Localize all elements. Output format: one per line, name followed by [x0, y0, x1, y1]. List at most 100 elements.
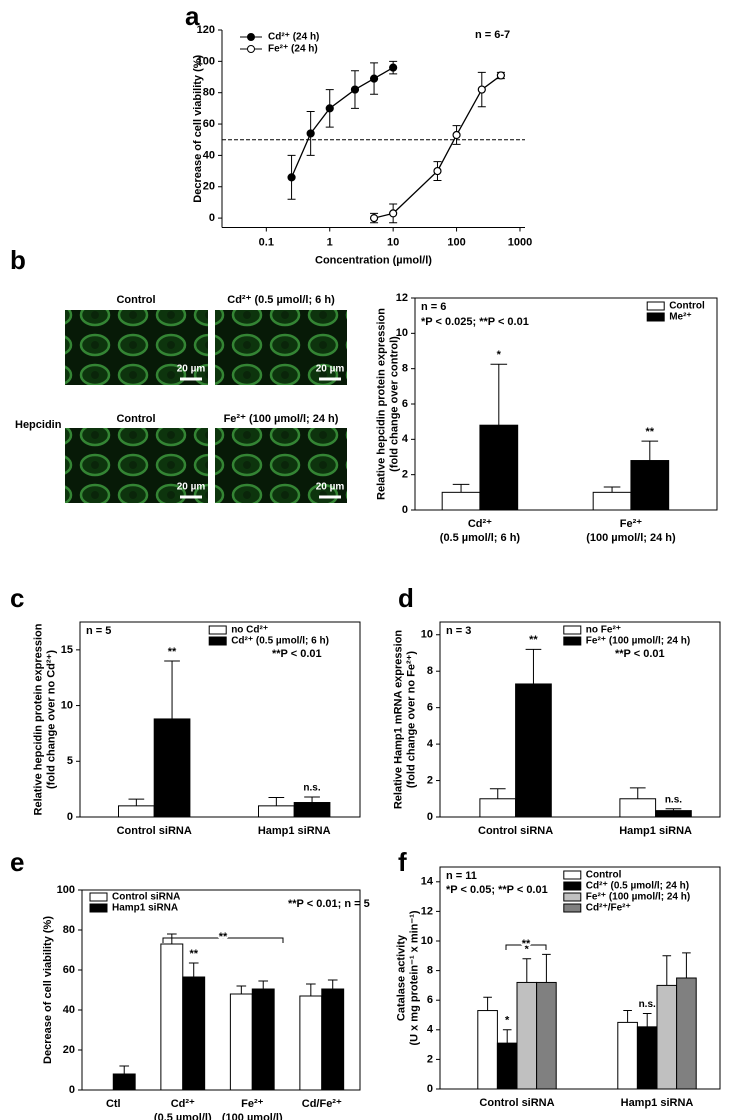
legend-swatch	[563, 892, 582, 902]
legend-label: no Fe²⁺	[586, 625, 621, 636]
legend-marker	[247, 33, 255, 41]
legend-label: Cd²⁺ (24 h)	[268, 32, 319, 43]
legend-label: Fe²⁺ (100 µmol/l; 24 h)	[586, 636, 690, 647]
x-tick-label: Control siRNA	[479, 1097, 554, 1109]
error-bar	[665, 808, 682, 811]
y-tick-label: 0	[209, 212, 215, 224]
bar	[112, 1073, 136, 1091]
bar	[636, 1026, 658, 1090]
significance-label: **	[168, 646, 177, 658]
y-tick-label: 100	[57, 884, 75, 896]
y-axis-label: (U x mg protein⁻¹ x min⁻¹)	[408, 910, 420, 1045]
legend-swatch	[208, 636, 227, 646]
significance-bracket	[505, 944, 547, 950]
x-tick-sublabel: (100 µmol/l)	[222, 1112, 283, 1120]
x-tick-label: Fe²⁺	[241, 1098, 264, 1110]
bar	[321, 988, 345, 1091]
error-bar	[522, 958, 532, 983]
error-bar	[502, 1029, 512, 1044]
point	[287, 173, 296, 182]
legend-label: Control siRNA	[112, 892, 180, 903]
plot-frame	[439, 621, 721, 818]
y-tick-label: 6	[402, 398, 408, 410]
y-tick-label: 15	[61, 644, 73, 656]
error-bar	[327, 979, 338, 989]
point	[350, 85, 360, 94]
y-tick-label: 10	[396, 327, 408, 339]
error-bar	[682, 952, 691, 978]
significance-label: n.s.	[303, 783, 320, 794]
x-tick-label: Ctl	[106, 1098, 121, 1110]
significance-label: **	[529, 634, 538, 646]
legend-swatch	[563, 870, 582, 880]
plot-frame	[81, 889, 361, 1091]
n-label: n = 5	[86, 625, 111, 637]
y-tick-label: 10	[421, 629, 433, 641]
x-axis-label: Concentration (µmol/l)	[315, 254, 432, 266]
significance-label: *	[525, 944, 530, 956]
legend-label: Control	[669, 301, 705, 312]
row-label: Hepcidin	[15, 419, 62, 431]
x-tick-label: Cd/Fe²⁺	[302, 1098, 342, 1110]
x-tick-label: Cd²⁺	[171, 1098, 195, 1110]
error-bar	[236, 985, 247, 994]
bar	[630, 460, 670, 511]
n-label: n = 6	[421, 301, 446, 313]
point	[369, 213, 379, 223]
x-tick-label: 1	[327, 236, 333, 248]
p-label: *P < 0.05; **P < 0.01	[446, 884, 548, 896]
y-tick-label: 80	[63, 924, 75, 936]
point	[433, 166, 442, 176]
bar	[441, 491, 481, 511]
series-line	[290, 67, 394, 178]
y-axis-label: (fold change over no Cd²⁺)	[45, 650, 57, 789]
legend-swatch	[208, 625, 227, 635]
y-tick-label: 14	[421, 876, 434, 888]
image-title: Cd²⁺ (0.5 µmol/l; 6 h)	[227, 294, 335, 306]
y-axis-label: (fold change over no Fe²⁺)	[405, 651, 417, 789]
panel-letter: b	[10, 245, 26, 275]
x-tick-sublabel: (100 µmol/l; 24 h)	[586, 532, 676, 544]
x-tick-label: Cd²⁺	[468, 518, 492, 530]
bar	[299, 995, 323, 1091]
bar	[536, 981, 557, 1090]
error-bar	[641, 440, 659, 461]
y-axis-label: (fold change over control)	[388, 336, 400, 472]
point	[369, 74, 379, 83]
significance-label: **	[189, 948, 198, 960]
legend-swatch	[89, 903, 108, 913]
x-tick-label: Hamp1 siRNA	[621, 1097, 694, 1109]
y-tick-label: 4	[427, 738, 434, 750]
error-bar	[623, 1010, 632, 1023]
legend-swatch	[89, 892, 108, 902]
y-tick-label: 80	[203, 87, 215, 99]
bar	[118, 805, 155, 818]
y-tick-label: 60	[203, 118, 215, 130]
significance-label: n.s.	[639, 999, 656, 1010]
bracket-label: **	[219, 931, 228, 943]
bracket-label: **	[522, 938, 531, 950]
bar	[676, 977, 697, 1090]
y-tick-label: 10	[61, 699, 73, 711]
x-tick-label: 100	[447, 236, 465, 248]
error-bar	[268, 797, 285, 806]
y-axis-label: Catalase activity	[395, 934, 407, 1021]
bar	[293, 802, 331, 818]
n-label: n = 6-7	[475, 29, 510, 41]
y-axis-label: Decrease of cell viability (%)	[192, 54, 204, 202]
y-tick-label: 40	[203, 149, 215, 161]
legend-marker	[247, 45, 255, 53]
y-tick-label: 6	[427, 994, 433, 1006]
y-tick-label: 100	[197, 55, 215, 67]
error-bar	[642, 1013, 652, 1027]
point	[389, 63, 398, 72]
bar	[496, 1042, 518, 1090]
p-label: **P < 0.01	[615, 648, 665, 660]
plot-frame	[414, 297, 718, 511]
x-tick-label: 1000	[508, 236, 532, 248]
n-label: n = 3	[446, 625, 471, 637]
legend-label: Me²⁺	[669, 312, 692, 323]
error-bar	[662, 955, 672, 986]
scale-bars	[180, 377, 341, 499]
micrograph	[65, 428, 208, 503]
